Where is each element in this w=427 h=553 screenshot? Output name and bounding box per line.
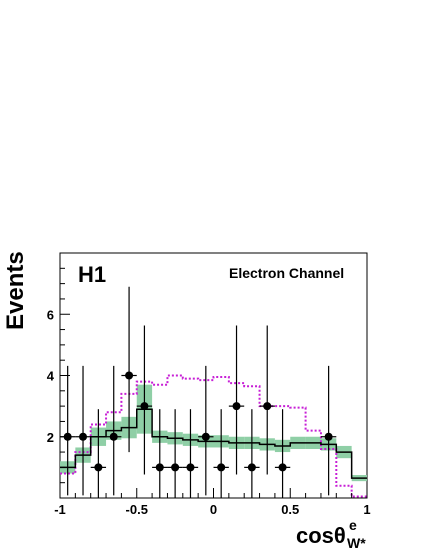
y-axis-label: Events [2,251,29,330]
x-tick-label: -0.5 [126,502,148,517]
alternative-model-histogram [60,374,367,498]
data-point [228,325,245,475]
x-tick-label: 0.5 [281,502,299,517]
data-point [182,409,199,498]
alternative-model-line [60,374,367,498]
data-point [90,409,107,498]
experiment-label: H1 [78,262,106,287]
data-point-marker [94,463,103,472]
data-point-marker [201,432,210,441]
y-tick-label: 4 [47,369,55,384]
channel-label: Electron Channel [229,265,344,281]
data-point [213,409,229,498]
data-point [259,325,275,475]
x-tick-label: 1 [363,502,370,517]
data-point-marker [278,463,287,472]
x-axis-label-main: cosθ [296,523,346,548]
data-point-marker [140,402,149,411]
data-point-marker [125,371,134,380]
y-tick-label: 6 [47,307,54,322]
x-tick-label: -1 [54,502,66,517]
data-point-marker [155,463,164,472]
data-point-marker [79,432,88,441]
data-point [244,409,260,498]
x-axis-label-superscript: e [349,517,357,533]
data-point [136,325,153,475]
x-axis-label-subscript: W* [347,535,366,551]
data-point [106,365,122,496]
sm-prediction-histogram [60,408,367,479]
data-point [320,365,337,496]
data-point-marker [232,402,241,411]
x-axis-label: cosθ e W* [296,517,366,551]
data-point [274,409,291,498]
data-point [75,365,91,496]
data-point-marker [324,432,333,441]
data-points [60,286,337,498]
y-tick-label: 2 [47,430,54,445]
sm-prediction-line [60,408,367,479]
data-point [152,409,168,498]
data-point-marker [171,463,180,472]
data-point-marker [186,463,195,472]
x-tick-label: 0 [210,502,217,517]
data-point [60,365,76,496]
plot-frame [59,252,368,499]
data-point [198,365,214,496]
data-point-marker [247,463,256,472]
data-point [121,286,137,453]
data-point-marker [217,463,226,472]
data-point [167,409,183,498]
data-point-marker [109,432,118,441]
axis-ticks: -1 -0.5 0 0.5 1 2 4 6 [47,252,371,517]
data-point-marker [263,402,272,411]
